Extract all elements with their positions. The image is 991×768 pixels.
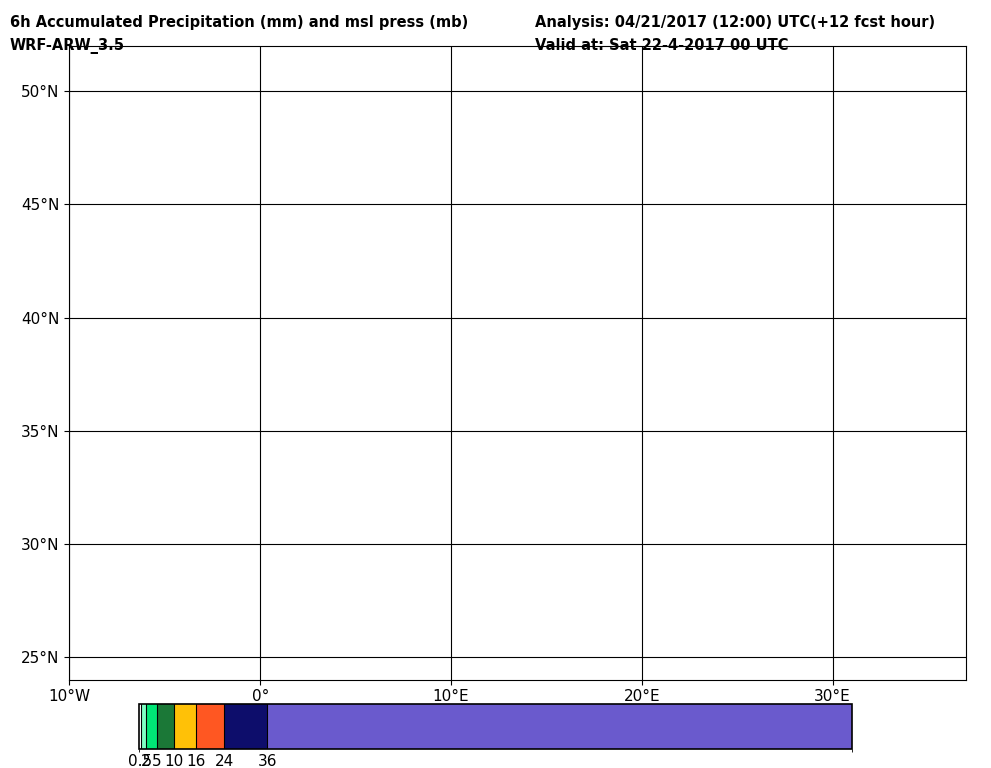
Text: 6h Accumulated Precipitation (mm) and msl press (mb): 6h Accumulated Precipitation (mm) and ms… (10, 15, 468, 31)
Text: Valid at: Sat 22-4-2017 00 UTC: Valid at: Sat 22-4-2017 00 UTC (535, 38, 789, 54)
Text: Analysis: 04/21/2017 (12:00) UTC(+12 fcst hour): Analysis: 04/21/2017 (12:00) UTC(+12 fcs… (535, 15, 936, 31)
Text: WRF-ARW_3.5: WRF-ARW_3.5 (10, 38, 125, 55)
